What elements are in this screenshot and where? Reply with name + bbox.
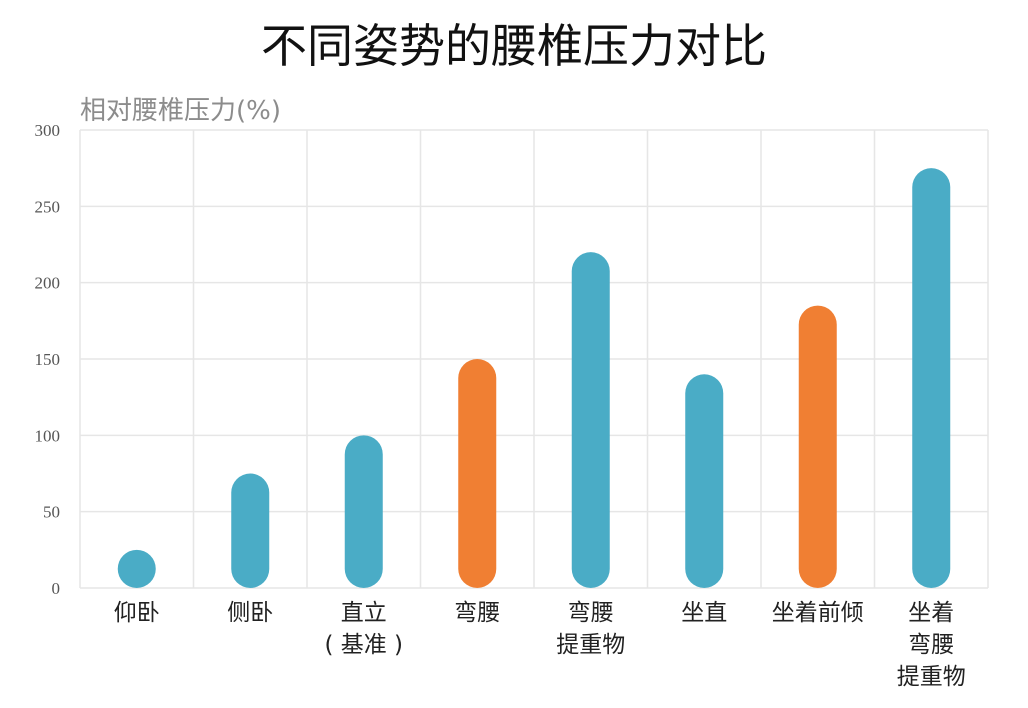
bar bbox=[912, 168, 951, 588]
bar bbox=[458, 359, 497, 588]
y-tick-labels: 0 50 100 150 200 250 300 bbox=[35, 121, 61, 598]
bar bbox=[117, 549, 156, 588]
category-label: 侧卧 bbox=[227, 600, 273, 626]
category-label: 弯腰 bbox=[908, 632, 954, 658]
y-tick-label: 50 bbox=[43, 503, 60, 522]
category-label: 坐着前倾 bbox=[772, 600, 864, 626]
bar bbox=[798, 305, 837, 588]
y-tick-label: 0 bbox=[52, 579, 61, 598]
category-label: 仰卧 bbox=[114, 600, 160, 626]
category-label: 弯腰 bbox=[454, 600, 500, 626]
grid-lines bbox=[79, 129, 989, 589]
bar bbox=[685, 374, 724, 588]
category-label: 提重物 bbox=[897, 664, 966, 690]
category-label: 坐着 bbox=[908, 600, 954, 626]
y-tick-label: 150 bbox=[35, 350, 61, 369]
y-tick-label: 100 bbox=[35, 426, 61, 445]
bar bbox=[571, 252, 610, 588]
category-label: ( 基准 ) bbox=[324, 632, 403, 658]
y-tick-label: 200 bbox=[35, 274, 61, 293]
bars bbox=[117, 168, 951, 588]
y-tick-label: 300 bbox=[35, 121, 61, 140]
y-tick-label: 250 bbox=[35, 197, 61, 216]
category-label: 坐直 bbox=[681, 600, 727, 626]
bar bbox=[344, 435, 383, 588]
category-label: 提重物 bbox=[556, 632, 625, 658]
category-label: 直立 bbox=[341, 600, 387, 626]
y-axis-label: 相对腰椎压力(%) bbox=[80, 96, 281, 126]
chart-title: 不同姿势的腰椎压力对比 bbox=[261, 19, 767, 73]
category-label: 弯腰 bbox=[568, 600, 614, 626]
bar bbox=[231, 473, 270, 588]
